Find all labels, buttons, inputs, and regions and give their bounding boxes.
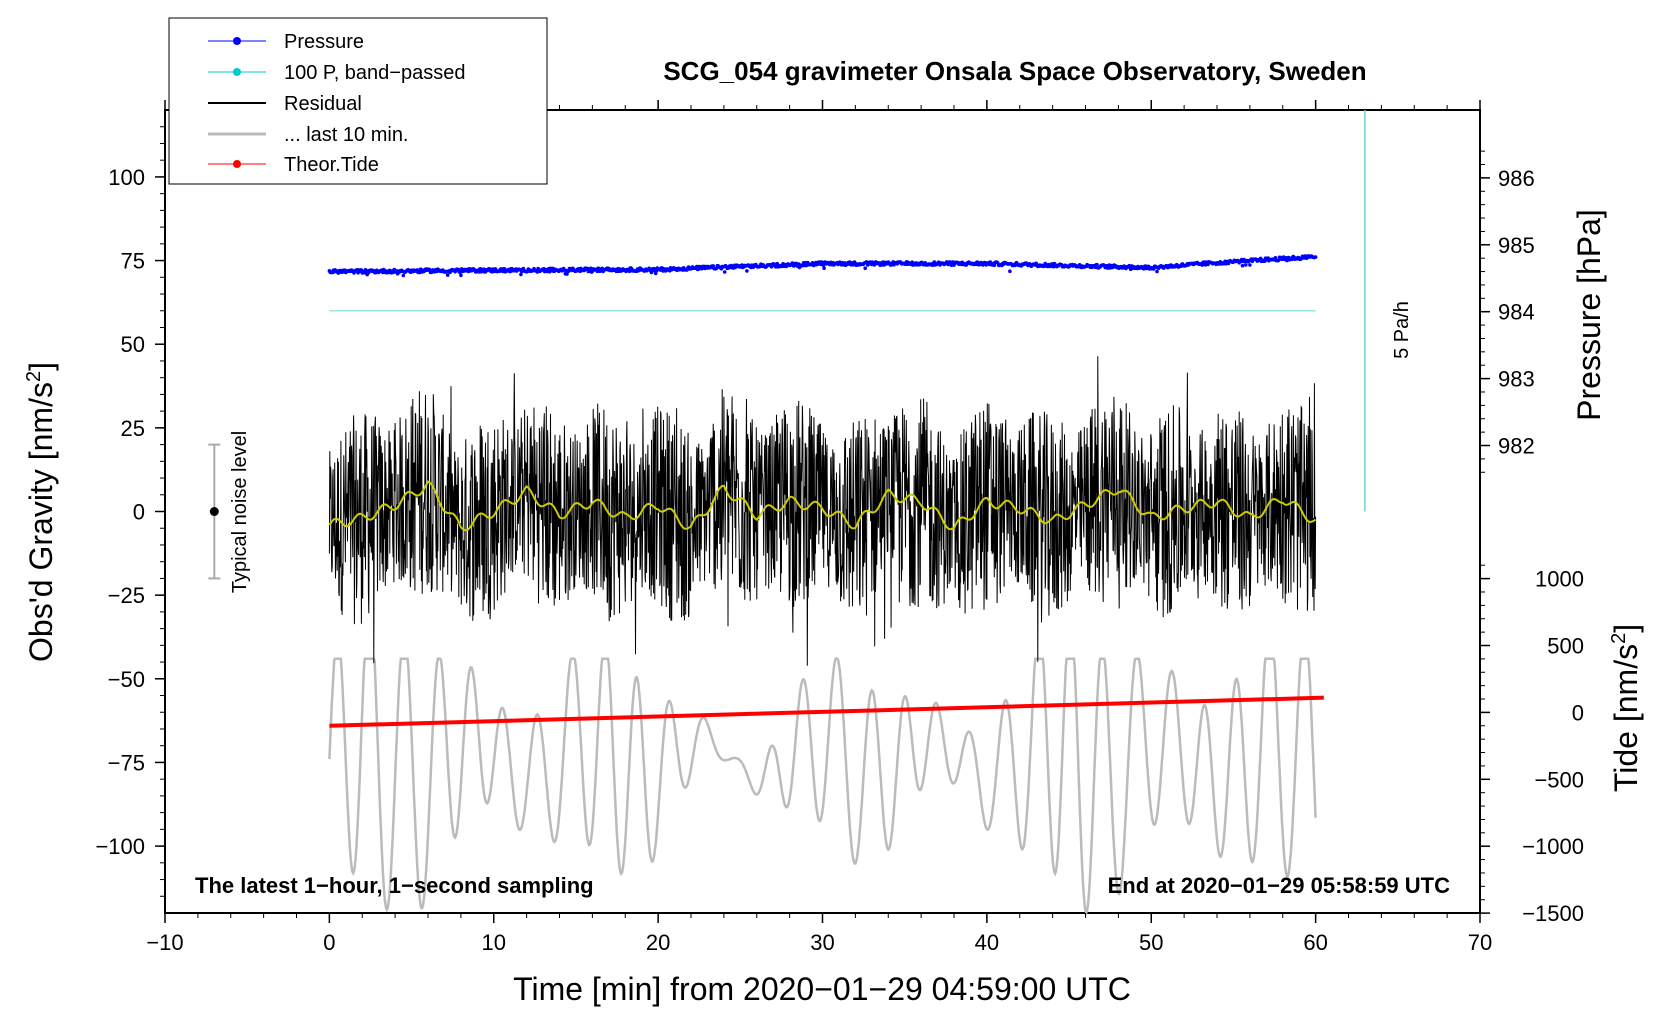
axis-ticks: −10 0 10 20 30 40 50 60 70−100−75−50−25025507510… — [95, 100, 1584, 955]
tide-tick-label: 0 — [1572, 700, 1584, 725]
x-tick-label: 10 — [482, 930, 506, 955]
chart-title: SCG_054 gravimeter Onsala Space Observat… — [663, 56, 1366, 86]
pressure-point — [1313, 255, 1318, 259]
tide-tick-label: 1000 — [1535, 567, 1584, 592]
y-tick-label: −25 — [108, 583, 145, 608]
tide-tick-label: −500 — [1534, 767, 1584, 792]
legend-swatch-dot — [233, 68, 241, 76]
x-tick-label: 60 — [1303, 930, 1327, 955]
x-axis-title: Time [min] from 2020−01−29 04:59:00 UTC — [513, 971, 1131, 1007]
y-axis-title-tide-sup: 2 — [1608, 633, 1630, 644]
y-axis-title-left: Obs'd Gravity [nm/s2] — [23, 362, 59, 662]
legend-box — [168, 17, 548, 185]
pressure-point — [1008, 269, 1012, 274]
pressure-point — [627, 269, 632, 274]
pressure-point — [565, 272, 569, 276]
legend-item-band-passed: 100 P, band−passed — [208, 62, 465, 84]
pressure-point — [1155, 269, 1159, 274]
x-tick-label: −10 — [146, 930, 183, 955]
x-tick-label: 70 — [1468, 930, 1492, 955]
legend-swatch-dot — [233, 160, 241, 168]
chart-marks — [208, 110, 1366, 916]
noise-center-dot — [209, 507, 219, 516]
y-tick-label: 25 — [121, 416, 145, 441]
pressure-point — [745, 269, 749, 273]
pressure-point — [566, 269, 571, 274]
y-axis-title-left-sup: 2 — [23, 371, 45, 382]
legend-label: Theor.Tide — [284, 154, 379, 176]
y-axis-title-tide-main: Tide [nm/s — [1608, 644, 1644, 792]
pressure-point — [1248, 263, 1252, 267]
legend-item-last-10-min: ... last 10 min. — [208, 124, 409, 146]
tide-tick-label: −1000 — [1522, 834, 1584, 859]
y-tick-label: 50 — [121, 332, 145, 357]
pressure-point — [519, 272, 523, 277]
pressure-tick-label: 984 — [1498, 300, 1535, 325]
residual-smoothed-line — [328, 480, 1317, 532]
legend-item-theor-tide: Theor.Tide — [208, 154, 379, 176]
pressure-tick-label: 982 — [1498, 434, 1535, 459]
last-10-min-line — [328, 657, 1317, 916]
pressure-point — [775, 261, 780, 266]
pressure-point — [401, 273, 406, 278]
y-axis-title-tide-end: ] — [1608, 624, 1644, 633]
x-tick-label: 50 — [1139, 930, 1163, 955]
y-tick-label: −75 — [108, 750, 145, 775]
pressure-point — [1151, 267, 1156, 271]
y-axis-title-pressure: Pressure [hPa] — [1571, 209, 1607, 421]
pressure-point — [822, 266, 826, 271]
tide-tick-label: −1500 — [1522, 901, 1584, 926]
x-tick-label: 30 — [810, 930, 834, 955]
pressure-point — [1095, 262, 1099, 267]
annotation-end-time: End at 2020−01−29 05:58:59 UTC — [1108, 873, 1451, 898]
y-tick-label: 100 — [108, 165, 145, 190]
y-tick-label: −50 — [108, 667, 145, 692]
pressure-tick-label: 985 — [1498, 233, 1535, 258]
legend-label: Pressure — [284, 31, 364, 53]
pressure-tick-label: 983 — [1498, 367, 1535, 392]
y-tick-label: −100 — [95, 834, 145, 859]
noise-level-label: Typical noise level — [229, 431, 251, 593]
pressure-point — [863, 266, 867, 271]
pressure-point — [1240, 263, 1245, 268]
theor-tide-line — [329, 695, 1324, 728]
legend-label: 100 P, band−passed — [284, 62, 465, 84]
legend-swatch-dot — [233, 37, 241, 45]
pressure-tick-label: 986 — [1498, 166, 1535, 191]
y-axis-title-left-end: ] — [23, 362, 59, 371]
pressure-point — [445, 273, 450, 277]
x-tick-label: 20 — [646, 930, 670, 955]
y-tick-label: 0 — [133, 500, 145, 525]
annotation-sampling: The latest 1−hour, 1−second sampling — [195, 873, 594, 898]
pressure-point — [992, 263, 997, 268]
residual-line — [328, 356, 1317, 666]
pressure-point — [653, 271, 658, 276]
legend-label: Residual — [284, 93, 362, 115]
y-axis-title-left-main: Obs'd Gravity [nm/s — [23, 382, 59, 662]
pressure-rate-label: 5 Pa/h — [1391, 301, 1413, 359]
pressure-point — [722, 270, 727, 274]
pressure-point — [459, 273, 463, 278]
y-tick-label: 75 — [121, 249, 145, 274]
legend-label: ... last 10 min. — [284, 124, 409, 146]
legend: Pressure 100 P, band−passed Residual ...… — [168, 17, 548, 185]
tide-tick-label: 500 — [1547, 634, 1584, 659]
x-tick-label: 40 — [975, 930, 999, 955]
legend-item-pressure: Pressure — [208, 31, 364, 53]
legend-item-residual: Residual — [208, 93, 362, 115]
pressure-point — [1244, 263, 1248, 267]
x-tick-label: 0 — [323, 930, 335, 955]
y-axis-title-tide: Tide [nm/s2] — [1608, 624, 1644, 792]
